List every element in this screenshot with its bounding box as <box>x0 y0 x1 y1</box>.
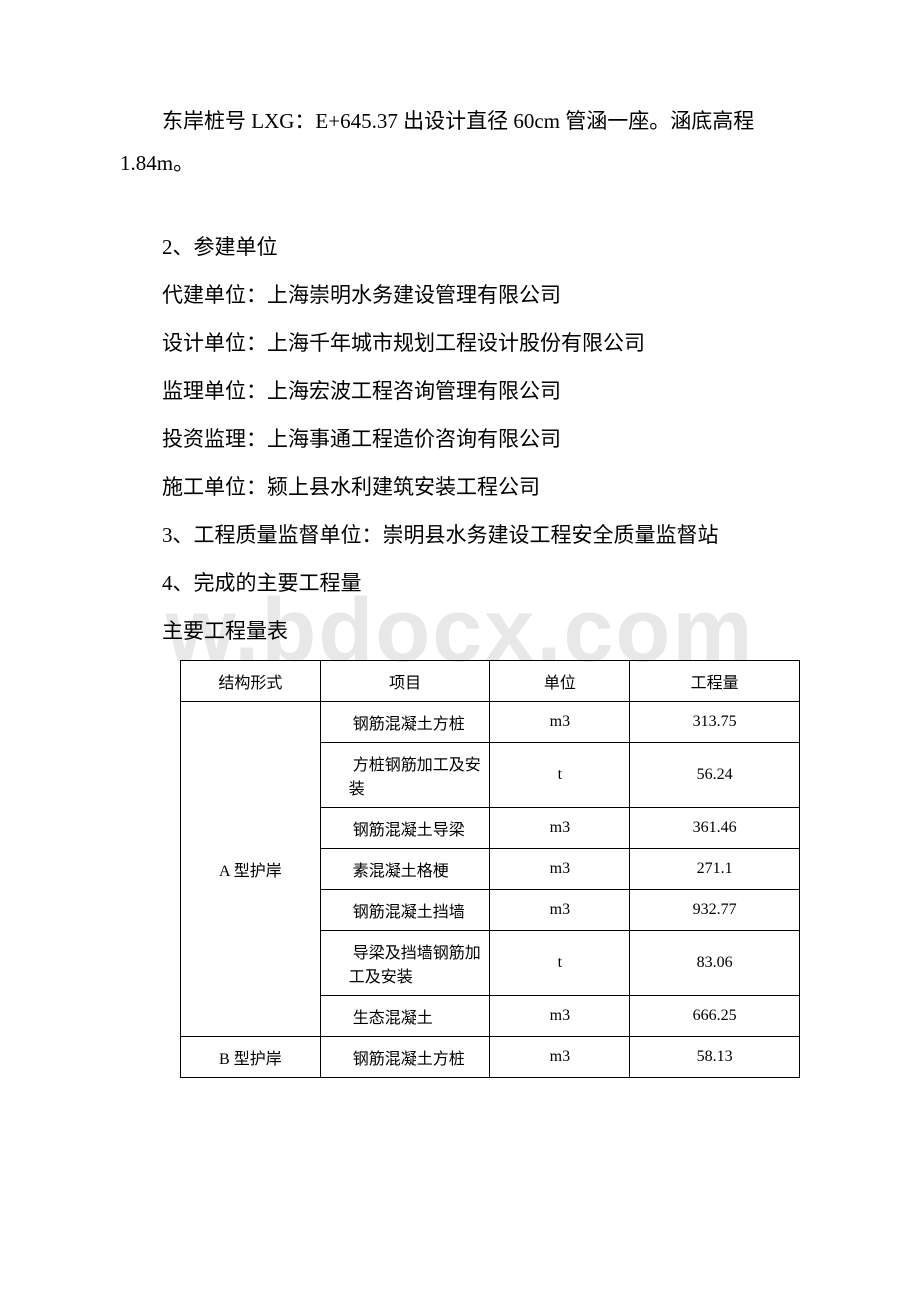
cell-unit: m3 <box>490 996 630 1037</box>
cell-qty: 666.25 <box>630 996 800 1037</box>
paragraph-section-2: 2、参建单位 <box>120 226 800 268</box>
paragraph-jianli: 监理单位：上海宏波工程咨询管理有限公司 <box>120 370 800 412</box>
cell-qty: 56.24 <box>630 743 800 808</box>
cell-qty: 271.1 <box>630 849 800 890</box>
cell-item: 素混凝土格梗 <box>320 849 490 890</box>
cell-unit: t <box>490 743 630 808</box>
cell-qty: 83.06 <box>630 931 800 996</box>
quantities-table: 结构形式 项目 单位 工程量 A 型护岸 钢筋混凝土方桩 m3 313.75 方… <box>180 660 800 1078</box>
table-row: A 型护岸 钢筋混凝土方桩 m3 313.75 <box>181 702 800 743</box>
paragraph-touzi: 投资监理：上海事通工程造价咨询有限公司 <box>120 418 800 460</box>
paragraph-section-4: 4、完成的主要工程量 <box>120 562 800 604</box>
spacer <box>120 190 800 226</box>
cell-unit: m3 <box>490 702 630 743</box>
cell-item: 方桩钢筋加工及安装 <box>320 743 490 808</box>
cell-unit: m3 <box>490 808 630 849</box>
paragraph-shigong: 施工单位：颍上县水利建筑安装工程公司 <box>120 466 800 508</box>
document-body: 东岸桩号 LXG：E+645.37 出设计直径 60cm 管涵一座。涵底高程1.… <box>120 100 800 1078</box>
cell-structure-a: A 型护岸 <box>181 702 321 1037</box>
cell-unit: m3 <box>490 1037 630 1078</box>
table-header-row: 结构形式 项目 单位 工程量 <box>181 661 800 702</box>
paragraph-intro: 东岸桩号 LXG：E+645.37 出设计直径 60cm 管涵一座。涵底高程1.… <box>120 100 800 184</box>
header-structure: 结构形式 <box>181 661 321 702</box>
cell-qty: 361.46 <box>630 808 800 849</box>
cell-item: 生态混凝土 <box>320 996 490 1037</box>
cell-item: 导梁及挡墙钢筋加工及安装 <box>320 931 490 996</box>
cell-qty: 313.75 <box>630 702 800 743</box>
cell-item: 钢筋混凝土方桩 <box>320 702 490 743</box>
paragraph-section-3: 3、工程质量监督单位：崇明县水务建设工程安全质量监督站 <box>120 514 800 556</box>
cell-unit: m3 <box>490 890 630 931</box>
cell-item: 钢筋混凝土导梁 <box>320 808 490 849</box>
cell-item: 钢筋混凝土方桩 <box>320 1037 490 1078</box>
header-unit: 单位 <box>490 661 630 702</box>
cell-unit: m3 <box>490 849 630 890</box>
cell-qty: 932.77 <box>630 890 800 931</box>
header-item: 项目 <box>320 661 490 702</box>
header-qty: 工程量 <box>630 661 800 702</box>
cell-qty: 58.13 <box>630 1037 800 1078</box>
paragraph-daijian: 代建单位：上海崇明水务建设管理有限公司 <box>120 274 800 316</box>
cell-structure-b: B 型护岸 <box>181 1037 321 1078</box>
paragraph-sheji: 设计单位：上海千年城市规划工程设计股份有限公司 <box>120 322 800 364</box>
cell-item: 钢筋混凝土挡墙 <box>320 890 490 931</box>
paragraph-table-title: 主要工程量表 <box>120 610 800 652</box>
table-row: B 型护岸 钢筋混凝土方桩 m3 58.13 <box>181 1037 800 1078</box>
cell-unit: t <box>490 931 630 996</box>
